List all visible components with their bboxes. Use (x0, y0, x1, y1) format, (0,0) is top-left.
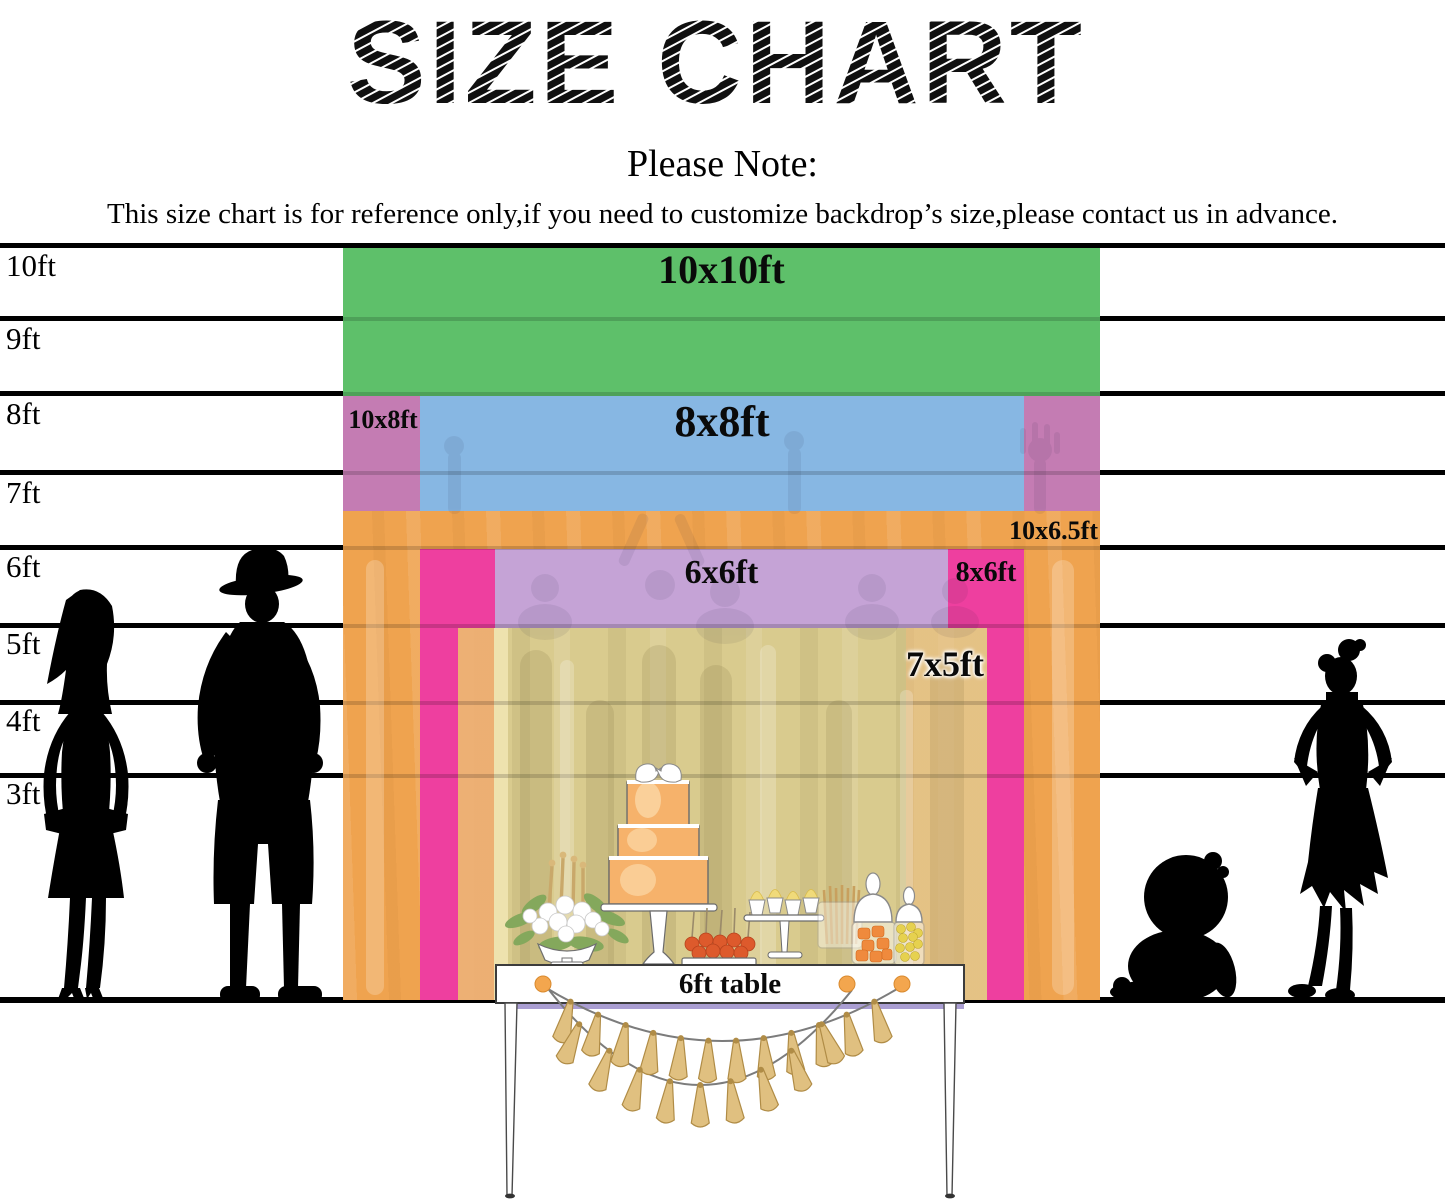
size-label-10x6-5ft: 10x6.5ft (1009, 516, 1098, 545)
ghost-line-4ft (343, 701, 1100, 705)
banner-string-upper (542, 985, 903, 1042)
note-heading: Please Note: (626, 143, 818, 185)
dessert-table (495, 964, 965, 1199)
woman-silhouette (43, 589, 129, 999)
table-top (495, 964, 965, 1004)
size-label-8x8ft: 8x8ft (674, 397, 770, 446)
dessert-table-scene (504, 763, 925, 968)
girl-silhouette (1288, 639, 1392, 1002)
tassel-banner (534, 975, 911, 1128)
ghost-line-7ft (343, 471, 1100, 475)
page-title: SIZE CHART (347, 0, 1085, 129)
table-size-label: 6ft table (678, 968, 782, 1000)
table-shadow (505, 1002, 964, 1009)
ghost-line-6ft (343, 546, 1100, 550)
tassels (552, 998, 893, 1128)
cupcake-stand (743, 889, 825, 959)
wedding-cake (600, 763, 718, 965)
cake-topper-birds (635, 763, 682, 783)
size-label-7x5ft: 7x5ft (906, 644, 984, 684)
note-text: This size chart is for reference only,if… (107, 198, 1338, 230)
flower-arrangement (504, 893, 629, 968)
man-silhouette (197, 548, 323, 1003)
table-leg-left (504, 1002, 518, 1197)
page-title-art: SIZE CHART (347, 0, 1085, 129)
ruler-label-6ft: 6ft (6, 549, 41, 584)
crowd-overlay (444, 422, 1060, 644)
ruler-label-8ft: 8ft (6, 396, 41, 431)
ghost-line-3ft (343, 774, 1100, 778)
ruler-label-5ft: 5ft (6, 626, 41, 661)
table-leg-right (943, 1002, 957, 1197)
candle-tips (548, 851, 587, 869)
ruler-label-3ft: 3ft (6, 776, 41, 811)
candy-jar-yellow (893, 886, 925, 966)
size-label-10x8ft: 10x8ft (348, 405, 418, 434)
baby-silhouette (1110, 852, 1237, 1003)
ghost-line-8ft (343, 392, 1100, 396)
ruler-label-4ft: 4ft (6, 703, 41, 738)
candy-jar-orange (851, 872, 897, 965)
ghost-line-5ft (343, 624, 1100, 628)
ruler-label-7ft: 7ft (6, 475, 41, 510)
size-label-6x6ft: 6x6ft (684, 554, 759, 591)
table-foot-right (945, 1193, 955, 1199)
stick-jar (817, 885, 863, 949)
cupcakes (748, 889, 820, 916)
ruler-line-10ft (0, 243, 1445, 248)
ruler-label-9ft: 9ft (6, 321, 41, 356)
table-foot-left (505, 1193, 515, 1199)
banner-pins (534, 975, 911, 993)
cake-pops (681, 907, 757, 967)
size-label-10x10ft: 10x10ft (658, 247, 785, 292)
size-label-8x6ft: 8x6ft (955, 557, 1017, 588)
ghost-line-9ft (343, 317, 1100, 321)
ruler-label-10ft: 10ft (6, 248, 56, 283)
